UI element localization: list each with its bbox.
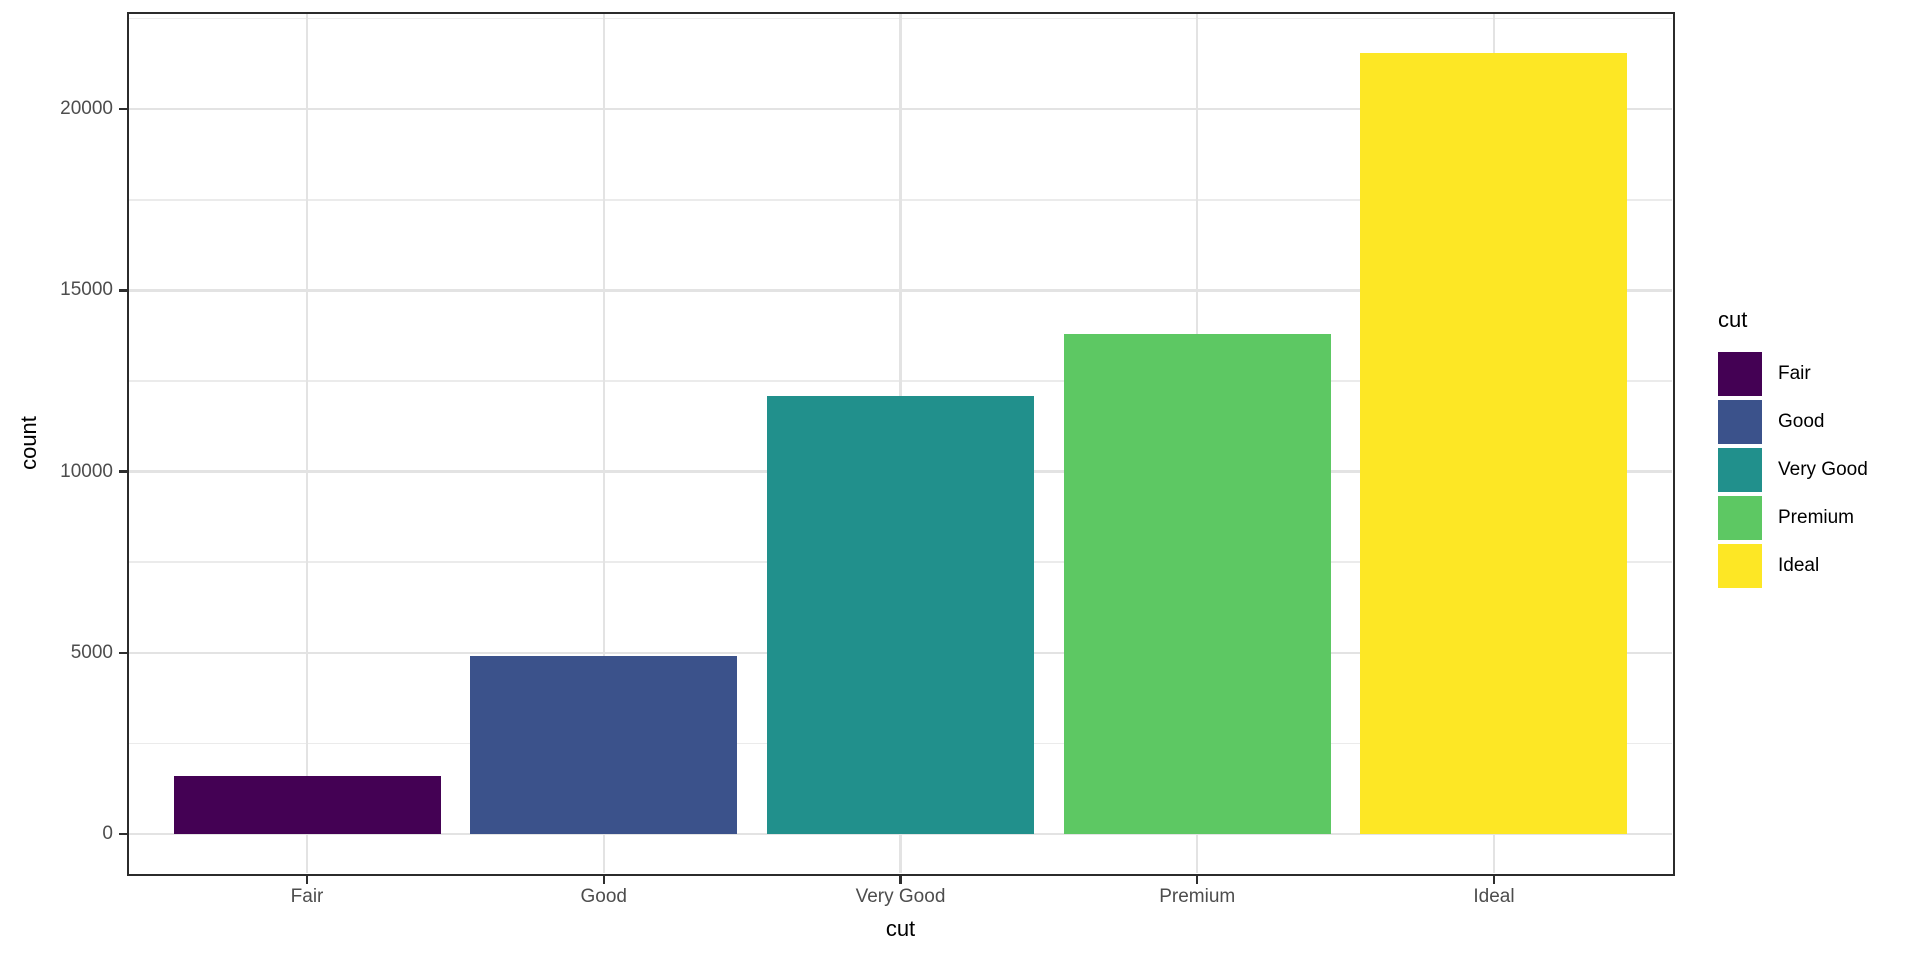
legend-swatch-ideal bbox=[1718, 544, 1762, 588]
y-tick-10000 bbox=[118, 470, 127, 473]
legend-entry-ideal: Ideal bbox=[1718, 544, 1868, 588]
bar-premium bbox=[1063, 334, 1331, 834]
x-axis-title: cut bbox=[885, 916, 916, 941]
legend-label-very-good: Very Good bbox=[1778, 459, 1868, 480]
y-tick-label-20000: 20000 bbox=[60, 98, 113, 120]
x-tick-good bbox=[602, 875, 606, 884]
legend-title: cut bbox=[1718, 307, 1748, 332]
gridline-x-fair bbox=[305, 14, 309, 873]
x-tick-ideal bbox=[1492, 875, 1496, 884]
y-tick-label-10000: 10000 bbox=[60, 460, 113, 482]
x-tick-label-ideal: Ideal bbox=[1473, 886, 1515, 907]
legend-label-premium: Premium bbox=[1778, 507, 1855, 528]
legend-swatch-premium bbox=[1718, 496, 1762, 540]
y-tick-label-5000: 5000 bbox=[70, 641, 113, 663]
legend-swatch-very-good bbox=[1718, 448, 1762, 492]
y-tick-5000 bbox=[118, 651, 127, 655]
y-axis-title: count bbox=[16, 416, 41, 470]
y-tick-label-15000: 15000 bbox=[60, 279, 113, 301]
y-tick-label-0: 0 bbox=[102, 822, 113, 844]
x-tick-label-fair: Fair bbox=[290, 886, 324, 907]
legend-label-fair: Fair bbox=[1778, 363, 1811, 384]
x-tick-fair bbox=[305, 875, 309, 884]
bar-good bbox=[470, 656, 738, 834]
legend-entry-good: Good bbox=[1718, 400, 1868, 444]
y-tick-20000 bbox=[118, 107, 127, 111]
bar-very-good bbox=[766, 396, 1035, 834]
x-tick-premium bbox=[1195, 875, 1199, 884]
legend-swatch-fair bbox=[1718, 352, 1762, 396]
gridline-x-good bbox=[602, 14, 606, 873]
legend-entry-fair: Fair bbox=[1718, 352, 1868, 396]
legend-swatch-good bbox=[1718, 400, 1762, 444]
x-tick-very-good bbox=[899, 875, 902, 884]
x-tick-label-very-good: Very Good bbox=[855, 886, 946, 907]
plot-panel bbox=[129, 14, 1672, 873]
x-tick-label-good: Good bbox=[580, 886, 627, 907]
legend-entries: Fair Good Very Good Premium Ideal bbox=[1718, 352, 1868, 588]
y-tick-0 bbox=[118, 832, 127, 836]
legend-label-good: Good bbox=[1778, 411, 1825, 432]
legend: cut Fair Good Very Good Premium Ideal bbox=[1718, 306, 1868, 592]
legend-entry-very-good: Very Good bbox=[1718, 448, 1868, 492]
x-tick-label-premium: Premium bbox=[1159, 886, 1236, 907]
legend-entry-premium: Premium bbox=[1718, 496, 1868, 540]
y-tick-15000 bbox=[118, 289, 127, 292]
bar-ideal bbox=[1360, 53, 1628, 834]
legend-label-ideal: Ideal bbox=[1778, 555, 1820, 576]
bar-fair bbox=[173, 775, 441, 834]
